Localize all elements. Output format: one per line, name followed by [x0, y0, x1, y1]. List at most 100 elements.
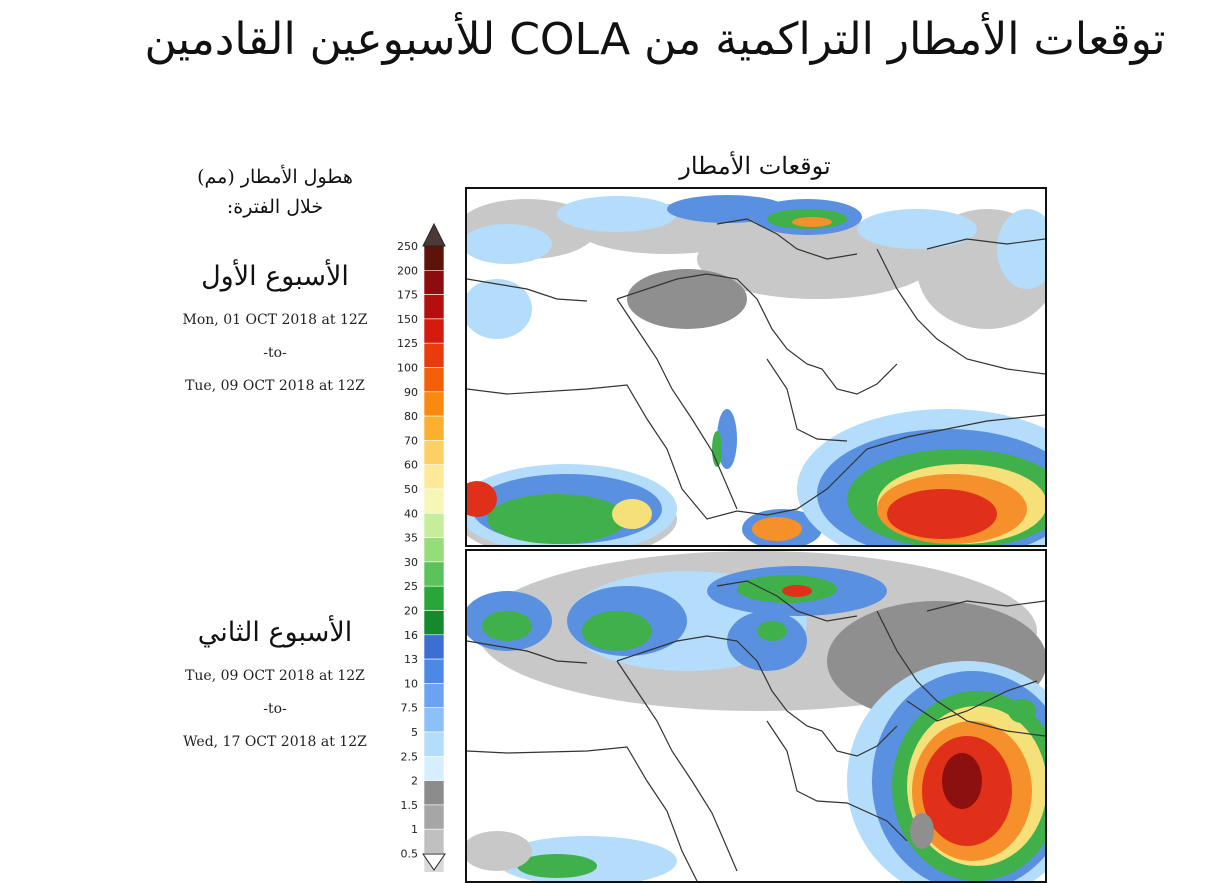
- colorbar-swatch: [423, 318, 445, 344]
- colorbar-swatch: [423, 658, 445, 684]
- colorbar-tick-label: 0.5: [401, 848, 419, 861]
- colorbar-swatch: [423, 585, 445, 611]
- colorbar-top-arrow: [422, 222, 446, 247]
- rain-area: [467, 224, 552, 264]
- rain-field: [467, 195, 1045, 545]
- rain-area: [557, 196, 677, 232]
- colorbar-swatch: [423, 707, 445, 733]
- week-1-info: الأسبوع الأول Mon, 01 OCT 2018 at 12Z -t…: [160, 256, 390, 403]
- week-2-start-date: Tue, 09 OCT 2018 at 12Z: [185, 668, 365, 684]
- colorbar-bottom-arrow: [422, 853, 446, 871]
- colorbar-tick-label: 70: [404, 434, 418, 447]
- colorbar-swatch: [423, 755, 445, 781]
- colorbar-swatch: [423, 440, 445, 465]
- colorbar-swatch: [423, 512, 445, 538]
- rain-area: [910, 813, 934, 849]
- map-week-2: [465, 549, 1047, 883]
- week-2-title: الأسبوع الثاني: [197, 617, 353, 648]
- rain-field: [467, 551, 1045, 881]
- border-line: [616, 660, 738, 872]
- week-1-title: الأسبوع الأول: [201, 261, 349, 292]
- colorbar-swatch: [423, 561, 445, 587]
- colorbar-tick-label: 80: [404, 410, 418, 423]
- rain-area: [757, 621, 787, 641]
- colorbar-swatch: [423, 683, 445, 708]
- period-label: خلال الفترة:: [226, 196, 324, 218]
- border-line: [876, 610, 1045, 737]
- colorbar-swatch: [423, 294, 445, 320]
- border-line: [616, 298, 738, 510]
- coastlines-and-borders: [467, 218, 1045, 520]
- border-line: [716, 580, 858, 622]
- rain-area: [582, 611, 652, 651]
- colorbar-tick-label: 5: [411, 726, 418, 739]
- colorbar-tick-label: 16: [404, 629, 418, 642]
- colorbar-tick-label: 90: [404, 386, 418, 399]
- border-line: [766, 720, 908, 842]
- border-line: [467, 384, 1045, 520]
- colorbar-swatch: [423, 415, 445, 441]
- maps-title: توقعات الأمطار: [679, 152, 831, 180]
- colorbar-swatch: [423, 245, 445, 271]
- rain-area: [1008, 699, 1036, 723]
- rain-area: [467, 481, 497, 517]
- rain-area: [942, 753, 982, 809]
- colorbar-tick-label: 125: [398, 337, 418, 350]
- border-line: [766, 358, 848, 442]
- colorbar-tick-label: 40: [404, 507, 418, 520]
- rain-area: [612, 499, 652, 529]
- colorbar-tick-label: 60: [404, 459, 418, 472]
- border-line: [716, 218, 858, 260]
- colorbar-swatch: [423, 634, 445, 660]
- colorbar-tick-label: 20: [404, 605, 418, 618]
- border-line: [926, 238, 1045, 250]
- rain-area: [467, 279, 532, 339]
- rain-area: [487, 494, 627, 544]
- week-1-end-date: Tue, 09 OCT 2018 at 12Z: [185, 378, 365, 394]
- colorbar-tick-label: 7.5: [401, 702, 419, 715]
- colorbar-swatch: [423, 610, 445, 636]
- week-2-end-date: Wed, 17 OCT 2018 at 12Z: [183, 734, 367, 750]
- border-line: [926, 600, 1045, 612]
- border-line: [616, 273, 898, 395]
- map-week-1: [465, 187, 1047, 547]
- border-line: [876, 248, 1045, 375]
- colorbar-tick-label: 13: [404, 653, 418, 666]
- colorbar-tick-label: 2: [411, 775, 418, 788]
- rain-area: [857, 209, 977, 249]
- week-1-start-date: Mon, 01 OCT 2018 at 12Z: [182, 312, 368, 328]
- colorbar-tick-label: 200: [398, 264, 418, 277]
- rain-area: [482, 611, 532, 641]
- rain-area: [627, 269, 747, 329]
- rain-area: [467, 831, 532, 871]
- rain-area: [727, 611, 807, 671]
- colorbar-tick-label: 1.5: [401, 799, 419, 812]
- week-2-info: الأسبوع الثاني Tue, 09 OCT 2018 at 12Z -…: [160, 612, 390, 759]
- coastlines-and-borders: [467, 580, 1045, 881]
- colorbar-swatch: [423, 464, 445, 490]
- border-line: [467, 640, 588, 664]
- rain-area: [792, 217, 832, 227]
- colorbar-tick-label: 50: [404, 483, 418, 496]
- colorbar-swatch: [423, 828, 445, 854]
- colorbar-tick-label: 250: [398, 240, 418, 253]
- colorbar-swatch: [423, 488, 445, 514]
- colorbar-tick-label: 100: [398, 362, 418, 375]
- rainfall-unit-label: هطول الأمطار (مم): [197, 166, 353, 188]
- border-line: [467, 746, 698, 881]
- border-line: [616, 635, 898, 757]
- colorbar-tick-label: 25: [404, 580, 418, 593]
- colorbar-swatch: [423, 731, 445, 757]
- precipitation-colorbar: 2502001751501251009080706050403530252016…: [398, 222, 446, 872]
- colorbar-tick-label: 175: [398, 289, 418, 302]
- colorbar-swatch: [423, 367, 445, 393]
- rain-area: [887, 489, 997, 539]
- page-title: توقعات الأمطار التراكمية من COLA للأسبوع…: [144, 14, 1166, 65]
- rainfall-legend-label: هطول الأمطار (مم) خلال الفترة:: [160, 162, 390, 222]
- rain-area: [752, 517, 802, 541]
- colorbar-swatch: [423, 537, 445, 563]
- week-2-to-separator: -to-: [263, 701, 287, 717]
- rain-area: [997, 209, 1045, 289]
- border-line: [467, 278, 588, 302]
- colorbar-swatch: [423, 269, 445, 295]
